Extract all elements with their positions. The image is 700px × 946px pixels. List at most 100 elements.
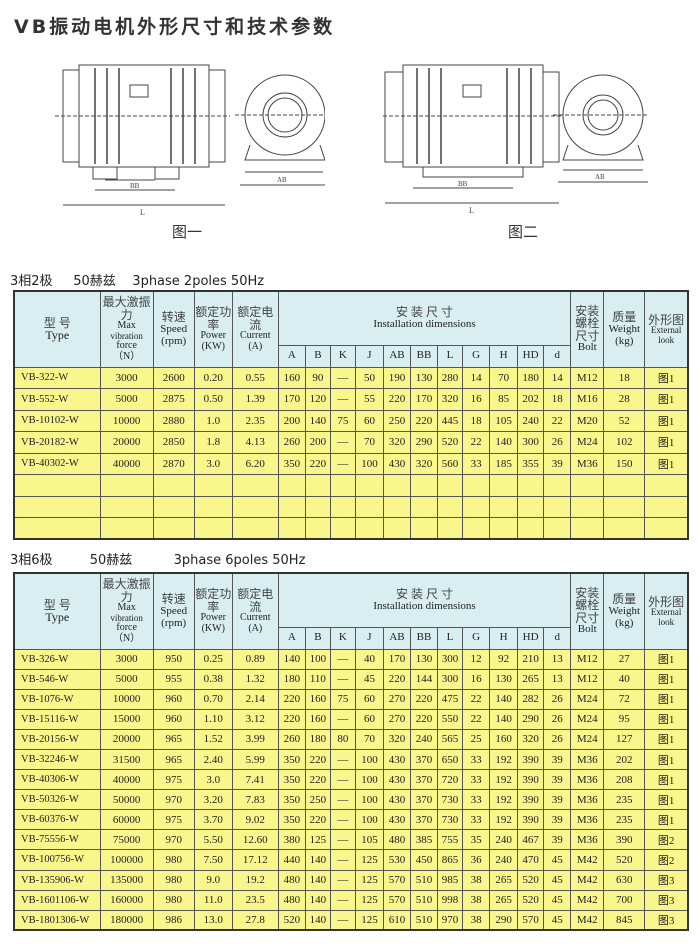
table-cell: 570 (517, 909, 545, 931)
label: Max (117, 602, 136, 614)
table-cell: 3000 (99, 648, 154, 670)
table-cell: 60000 (99, 809, 154, 831)
label: (rpm) (161, 334, 187, 347)
table-cell: 85 (489, 388, 519, 411)
model-cell: VB-135906-W (13, 869, 101, 891)
table-cell: 80 (329, 728, 356, 750)
table-cell: 125 (354, 849, 384, 871)
table-row: VB-1076-W 10000 960 0.70 2.14 220 160 75 60 270 22… (13, 688, 689, 710)
table-cell: 370 (409, 769, 439, 791)
table-row: VB-100756-W 100000 980 7.50 17.12 440 140—125 5… (13, 849, 689, 871)
table-cell: 755 (437, 829, 464, 851)
table-cell: 975 (152, 769, 195, 791)
empty-cell (354, 474, 384, 497)
empty-row (13, 495, 689, 518)
table-cell: M36 (570, 789, 605, 811)
table-cell: 320 (517, 728, 545, 750)
table-cell: M42 (570, 889, 605, 911)
table-cell: 475 (437, 688, 464, 710)
table-cell: — (329, 452, 356, 475)
table-cell: 235 (603, 789, 646, 811)
empty-cell (462, 495, 491, 518)
table-cell: 60 (354, 409, 384, 432)
table-cell: 40 (603, 668, 646, 690)
empty-cell (437, 495, 464, 518)
table-cell: 22 (462, 431, 491, 454)
table-cell: M12 (570, 366, 605, 389)
table-cell: 7.83 (231, 789, 279, 811)
table-cell: 105 (354, 829, 384, 851)
table-cell: 510 (409, 909, 439, 931)
table-row: VB-552-W 5000 2875 0.50 1.39 170 120—55 220 170 3… (13, 388, 689, 411)
model-cell: VB-1801306-W (13, 909, 101, 931)
empty-cell (489, 474, 519, 497)
model-cell: VB-1076-W (13, 688, 101, 710)
table-cell: 3.0 (193, 769, 233, 791)
table-cell: 180 (304, 728, 331, 750)
table-cell: 530 (382, 849, 411, 871)
table-cell: 27.8 (231, 909, 279, 931)
table-cell: 130 (409, 366, 439, 389)
empty-cell (570, 474, 605, 497)
table-cell: 520 (517, 869, 545, 891)
label: 安装螺栓尺寸 (575, 303, 600, 343)
table-cell: 110 (304, 668, 331, 690)
table-cell: 3000 (99, 366, 154, 389)
table-cell: 985 (437, 869, 464, 891)
table-cell: 26 (543, 431, 572, 454)
table-cell: 38 (462, 869, 491, 891)
empty-cell (489, 495, 519, 518)
table-cell: 998 (437, 889, 464, 911)
table-cell: 0.25 (193, 648, 233, 670)
table-cell: 144 (409, 668, 439, 690)
empty-cell (304, 474, 331, 497)
table-cell: 15000 (99, 708, 154, 730)
table-cell: 192 (489, 748, 519, 771)
table-cell: 220 (304, 809, 331, 831)
label: 额定功率 (195, 305, 232, 332)
table-cell: 150 (603, 452, 646, 475)
table-cell: 730 (437, 789, 464, 811)
table-cell: 220 (409, 409, 439, 432)
table-cell: M36 (570, 748, 605, 771)
table-cell: 1.0 (193, 409, 233, 432)
table-cell: 520 (517, 889, 545, 911)
table-cell: 265 (489, 889, 519, 911)
table-row: VB-322-W 3000 2600 0.20 0.55 160 90—50 190 130 28… (13, 366, 689, 389)
table-cell: 图1 (644, 388, 689, 411)
empty-cell (99, 474, 154, 497)
table-cell: 370 (409, 789, 439, 811)
empty-cell (152, 474, 195, 497)
table-cell: 2880 (152, 409, 195, 432)
table-cell: 650 (437, 748, 464, 771)
model-cell: VB-100756-W (13, 849, 101, 871)
table-cell: 2.14 (231, 688, 279, 710)
table-cell: 610 (382, 909, 411, 931)
empty-cell (354, 495, 384, 518)
model-cell: VB-50326-W (13, 789, 101, 811)
empty-cell (382, 474, 411, 497)
table-cell: 39 (543, 829, 572, 851)
table-row: VB-32246-W 31500 965 2.40 5.99 350 220—100 430 3… (13, 748, 689, 771)
label: 额定电流 (237, 305, 274, 332)
label: Current (240, 612, 271, 624)
table-cell: 220 (382, 388, 411, 411)
table-cell: 0.38 (193, 668, 233, 690)
table-cell: 图1 (644, 809, 689, 831)
table-cell: 127 (603, 728, 646, 750)
table-cell: 38 (462, 909, 491, 931)
label: （N） (113, 350, 141, 362)
table-cell: 125 (354, 909, 384, 931)
label: (A) (248, 340, 263, 352)
table-cell: 300 (517, 431, 545, 454)
label: Bolt (577, 623, 597, 636)
table-cell: M12 (570, 648, 605, 670)
table-cell: 36 (462, 849, 491, 871)
empty-cell (329, 517, 356, 540)
table-cell: — (329, 769, 356, 791)
col-bolt: 安装螺栓尺寸 Bolt (570, 290, 605, 368)
table-row: VB-20182-W 20000 2850 1.8 4.13 260 200—70 320 29… (13, 431, 689, 454)
empty-cell (603, 495, 646, 518)
table-cell: M12 (570, 668, 605, 690)
section-heading-6pole: 3相6极 50赫兹 3phase 6poles 50Hz (10, 549, 305, 568)
